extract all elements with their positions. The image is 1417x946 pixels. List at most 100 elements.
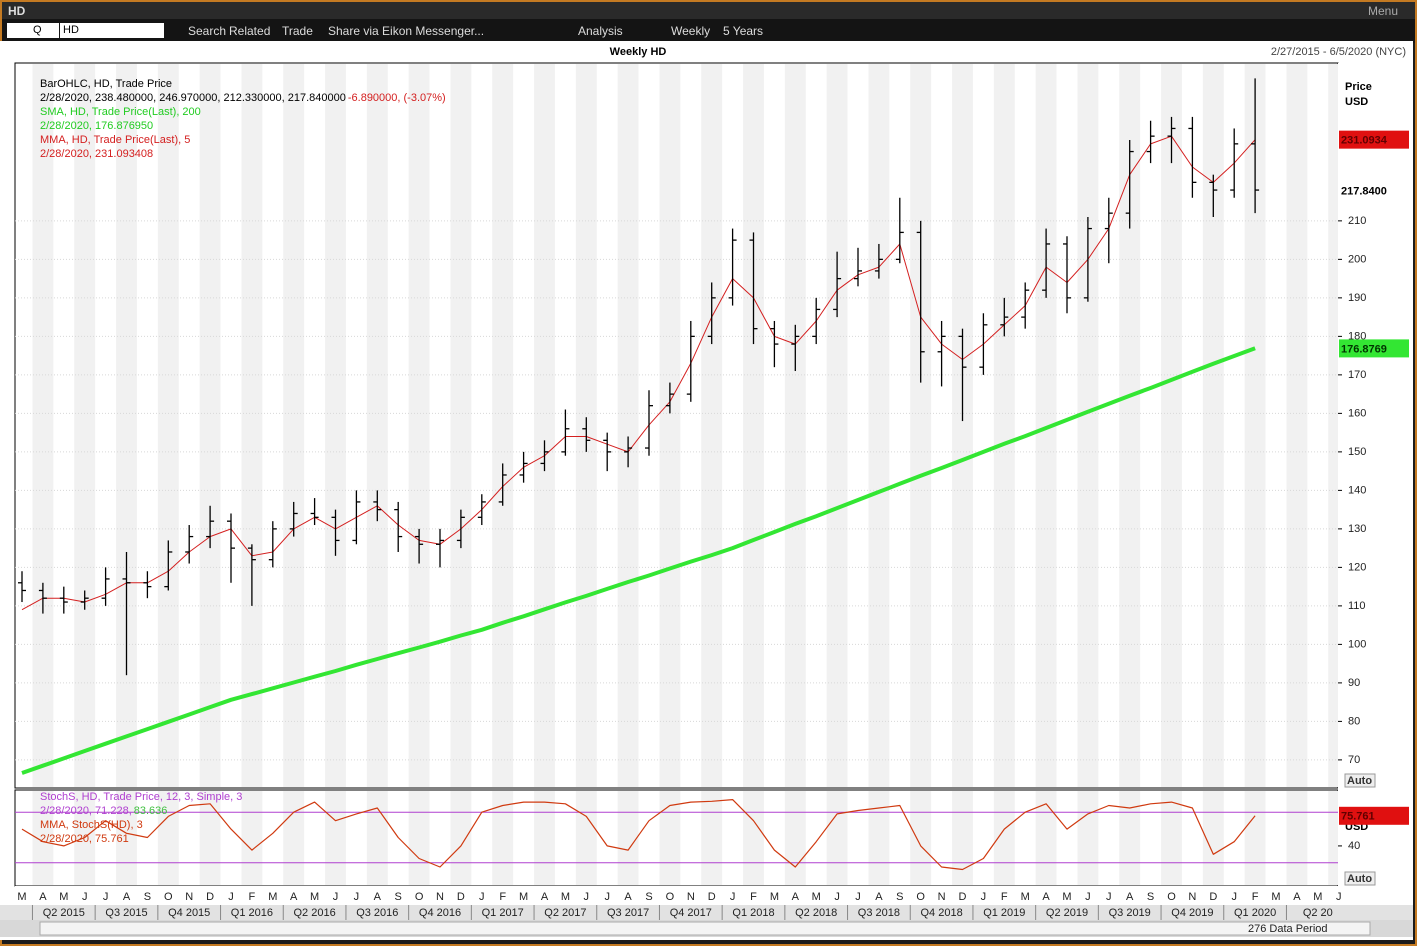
legend-text: MMA, StochS(HD), 3 [40,819,143,831]
toolbar-item[interactable]: Trade [282,24,313,38]
month-stripe [617,64,639,787]
legend-text: BarOHLC, HD, Trade Price [40,78,172,90]
month-stripe [116,791,137,885]
month-stripe [534,64,555,787]
x-tick-label: M [1021,891,1030,903]
quarter-label: Q3 2019 [1109,907,1151,919]
x-tick-label: M [17,891,26,903]
quarter-label: Q1 2017 [482,907,524,919]
x-tick-label: A [1042,891,1050,903]
month-stripe [826,791,848,885]
legend-line: 2/28/2020, 176.876950 [40,120,153,132]
menu-button[interactable]: Menu [1368,4,1399,18]
value-tag-label: 75.761 [1341,811,1375,823]
y-tick-label: 90 [1348,677,1360,689]
quarter-label: Q2 2018 [795,907,837,919]
x-tick-label: M [519,891,528,903]
toolbar-item[interactable]: Share via Eikon Messenger... [328,24,485,38]
series-line [21,346,1256,775]
x-tick-label: D [206,891,214,903]
legend-line: SMA, HD, Trade Price(Last), 200 [40,106,201,118]
x-tick-label: M [268,891,277,903]
x-tick-label: J [228,891,234,903]
month-stripe [701,64,723,787]
x-tick-label: J [82,891,88,903]
quarter-label: Q3 2017 [607,907,649,919]
x-tick-label: A [1126,891,1134,903]
month-stripe [784,64,806,787]
value-tag [1339,339,1409,358]
x-tick-label: J [730,891,736,903]
quarter-row [0,905,1413,920]
toolbar-item[interactable]: Search [188,24,227,38]
x-tick-label: M [310,891,319,903]
x-tick-label: O [415,891,424,903]
month-stripe [157,64,179,787]
x-tick-label: N [436,891,444,903]
legend-line: MMA, HD, Trade Price(Last), 5 [40,134,190,146]
x-tick-label: O [164,891,173,903]
x-tick-label: N [687,891,695,903]
month-stripe [492,791,514,885]
month-stripe [1286,791,1308,885]
symbol-input[interactable]: HD [60,23,164,38]
x-tick-label: J [1106,891,1112,903]
toolbar-item[interactable]: 5 Years [723,24,764,38]
quarter-label: Q2 2015 [43,907,85,919]
month-stripe [1161,791,1182,885]
x-tick-label: J [1336,891,1342,903]
month-stripe [1119,791,1141,885]
month-stripe [952,64,973,787]
x-tick-label: A [374,891,382,903]
toolbar-item[interactable]: Related [229,24,271,38]
quarter-label: Q4 2015 [168,907,210,919]
value-tag [1339,806,1409,825]
x-tick-label: N [938,891,946,903]
y-tick-label: 70 [1348,754,1360,766]
x-tick-label: A [624,891,632,903]
x-tick-label: A [541,891,549,903]
y-tick-label: 140 [1348,484,1366,496]
month-stripe [450,791,472,885]
legend-text: 2/28/2020, 238.480000, 246.970000, 212.3… [40,92,346,104]
quarter-label: Q2 2019 [1046,907,1088,919]
month-stripe [492,64,514,787]
toolbar-item[interactable]: Weekly [671,24,711,38]
title-bar: HD Menu [2,2,1415,19]
month-stripe [868,64,890,787]
month-stripe [993,64,1015,787]
month-stripe [910,791,932,885]
month-stripe [241,64,263,787]
axis-panel [1338,63,1409,886]
month-stripe [157,791,179,885]
x-tick-label: M [561,891,570,903]
x-tick-label: J [333,891,339,903]
month-stripe [325,64,346,787]
x-tick-label: S [645,891,652,903]
legend-line: BarOHLC, HD, Trade Price [40,78,172,90]
month-stripe [1244,791,1266,885]
x-tick-label: S [896,891,903,903]
month-stripe [408,64,430,787]
scale-button [1344,773,1376,788]
value-tag-label: 217.8400 [1341,186,1387,198]
quarter-label: Q4 2018 [920,907,962,919]
month-stripe [241,791,263,885]
month-stripe [74,64,96,787]
legend-text: 2/28/2020, 176.876950 [40,120,153,132]
toolbar-item[interactable]: Analysis [578,24,623,38]
quarter-label: Q3 2016 [356,907,398,919]
quote-selector[interactable]: Q [7,23,59,38]
month-stripe [1077,64,1099,787]
legend-line: MMA, StochS(HD), 3 [40,819,143,831]
value-tag-label: 176.8769 [1341,343,1387,355]
x-tick-label: D [457,891,465,903]
legend-text: -6.890000, (-3.07%) [348,92,446,104]
series-line [21,135,1256,611]
x-tick-label: A [1293,891,1301,903]
month-stripe [325,791,346,885]
month-stripe [1202,64,1224,787]
month-stripe [1161,64,1182,787]
axis-title: Price [1345,81,1372,93]
y-tick-label: 100 [1348,638,1366,650]
